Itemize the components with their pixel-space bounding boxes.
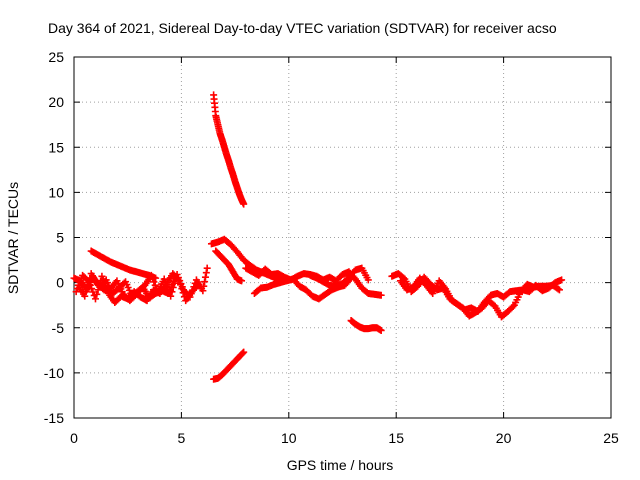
series-arc-mid-band: [207, 235, 286, 285]
data-point: [203, 264, 211, 272]
data-markers: [70, 91, 566, 383]
y-tick-label: -15: [44, 410, 64, 426]
x-tick-label: 0: [70, 430, 78, 446]
data-point: [98, 272, 106, 280]
y-tick-label: -10: [44, 365, 64, 381]
data-point: [193, 282, 201, 290]
x-tick-label: 25: [603, 430, 619, 446]
data-point: [238, 277, 246, 285]
data-point: [171, 274, 179, 282]
y-tick-label: -5: [52, 320, 65, 336]
data-point: [82, 288, 90, 296]
data-point: [99, 276, 107, 284]
data-point: [160, 275, 168, 283]
chart-title: Day 364 of 2021, Sidereal Day-to-day VTE…: [48, 20, 557, 36]
x-tick-label: 20: [496, 430, 512, 446]
data-point: [93, 290, 101, 298]
data-point: [88, 285, 96, 293]
data-point: [377, 326, 385, 334]
y-axis-label: SDTVAR / TECUs: [5, 182, 21, 294]
data-point: [364, 276, 372, 284]
axis-ticks: 0 5 10 15 20 25 -15 -10 -5 0 5 10 15 20 25: [44, 49, 619, 446]
data-point: [554, 285, 562, 293]
data-point: [201, 273, 209, 281]
series-arc-mid-dip: [212, 247, 246, 285]
data-point: [101, 279, 109, 287]
y-tick-label: 15: [48, 139, 64, 155]
data-point: [89, 288, 97, 296]
data-point: [91, 295, 99, 303]
data-point: [555, 286, 563, 294]
data-point: [199, 287, 207, 295]
data-point: [72, 288, 80, 296]
data-point: [239, 349, 247, 357]
series-arc-upper-band: [87, 247, 160, 282]
data-point: [377, 291, 385, 299]
data-point: [179, 289, 187, 297]
x-axis-label: GPS time / hours: [287, 457, 394, 473]
data-point: [83, 283, 91, 291]
y-tick-label: 25: [48, 49, 64, 65]
y-tick-label: 5: [56, 230, 64, 246]
data-point: [202, 269, 210, 277]
data-point: [558, 276, 566, 284]
data-point: [200, 282, 208, 290]
data-point: [177, 281, 185, 289]
data-point: [195, 280, 203, 288]
x-tick-label: 5: [178, 430, 186, 446]
series-arc-center-2: [250, 274, 355, 303]
data-point: [400, 274, 408, 282]
x-tick-label: 10: [281, 430, 297, 446]
y-tick-label: 10: [48, 184, 64, 200]
data-point: [178, 285, 186, 293]
series-arc-right-2: [388, 270, 563, 321]
series-arc-falling-low: [210, 348, 248, 383]
grid-lines: [74, 57, 611, 418]
series-arc-low-short: [347, 317, 385, 334]
x-tick-label: 15: [388, 430, 404, 446]
data-point: [509, 302, 517, 310]
data-point: [240, 348, 248, 356]
data-point: [81, 292, 89, 300]
data-point: [240, 200, 248, 208]
y-tick-label: 20: [48, 94, 64, 110]
y-tick-label: 0: [56, 275, 64, 291]
series-arc-center-3: [306, 264, 372, 290]
series-arc-main-3: [74, 270, 179, 305]
data-point: [152, 274, 160, 282]
series-arc-rising-high: [210, 91, 248, 208]
data-point: [201, 278, 209, 286]
data-point: [85, 279, 93, 287]
